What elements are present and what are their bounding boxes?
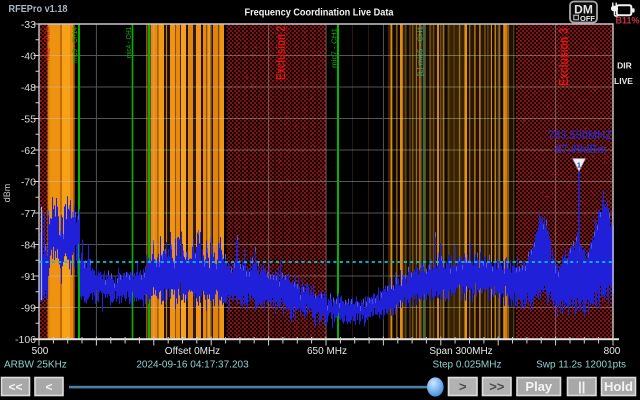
- svg-text:-87.09dBm: -87.09dBm: [552, 144, 607, 156]
- svg-text:Swp 11.2s 12001pts: Swp 11.2s 12001pts: [536, 360, 626, 371]
- svg-text:<<: <<: [8, 380, 22, 394]
- svg-text:Offset 0MHz: Offset 0MHz: [165, 346, 220, 357]
- svg-text:<: <: [45, 380, 52, 394]
- svg-text:Frequency Coordination Live Da: Frequency Coordination Live Data: [245, 8, 394, 19]
- svg-text:-91: -91: [21, 271, 36, 283]
- svg-text:B11%: B11%: [616, 16, 640, 26]
- svg-text:Step 0.025MHz: Step 0.025MHz: [433, 360, 502, 371]
- svg-text:800: 800: [604, 346, 621, 357]
- svg-text:ARBW 25KHz: ARBW 25KHz: [4, 360, 67, 371]
- svg-text:-62: -62: [21, 145, 36, 157]
- svg-text:-84: -84: [21, 239, 36, 251]
- svg-text:Hold: Hold: [604, 379, 633, 394]
- svg-text:-48: -48: [21, 82, 36, 94]
- svg-text:dBm: dBm: [2, 184, 12, 203]
- svg-text:Exclusion 2: Exclusion 2: [273, 26, 288, 80]
- svg-text:-33: -33: [21, 19, 36, 31]
- svg-text:||: ||: [578, 379, 585, 394]
- svg-text:mic7 - CH1: mic7 - CH1: [330, 28, 339, 68]
- svg-text:Span 300MHz: Span 300MHz: [429, 346, 492, 357]
- svg-text:-99: -99: [21, 302, 36, 314]
- svg-text:-70: -70: [21, 176, 36, 188]
- svg-text:mic3 - Ch14: mic3 - Ch14: [70, 27, 79, 63]
- svg-text:1: 1: [577, 163, 581, 170]
- svg-text:-55: -55: [21, 113, 36, 125]
- svg-text:-40: -40: [21, 50, 36, 62]
- svg-text:mic4 - CH1: mic4 - CH1: [124, 27, 133, 58]
- svg-text:RFEPro v1.18: RFEPro v1.18: [9, 3, 68, 15]
- svg-text:LIVE: LIVE: [614, 76, 633, 86]
- svg-text:650 MHz: 650 MHz: [307, 346, 347, 357]
- svg-text:Play: Play: [525, 379, 553, 394]
- svg-text:500: 500: [32, 346, 49, 357]
- svg-text:>: >: [459, 379, 467, 394]
- svg-text:-77: -77: [21, 208, 36, 220]
- svg-text:DM: DM: [574, 3, 593, 17]
- svg-text:OFF: OFF: [580, 14, 595, 23]
- svg-text:-106: -106: [15, 334, 36, 346]
- svg-text:783.550MHZ: 783.550MHZ: [548, 130, 612, 142]
- svg-text:DIR: DIR: [617, 61, 632, 71]
- svg-text:2024-09-16 04:17:37.203: 2024-09-16 04:17:37.203: [136, 360, 249, 371]
- svg-text:>>: >>: [489, 379, 505, 394]
- svg-text:mic2 - Ch25: mic2 - Ch25: [43, 27, 52, 61]
- svg-text:Exclusion 3: Exclusion 3: [556, 28, 571, 86]
- svg-text:[L] mic5 - CH1: [L] mic5 - CH1: [416, 26, 425, 76]
